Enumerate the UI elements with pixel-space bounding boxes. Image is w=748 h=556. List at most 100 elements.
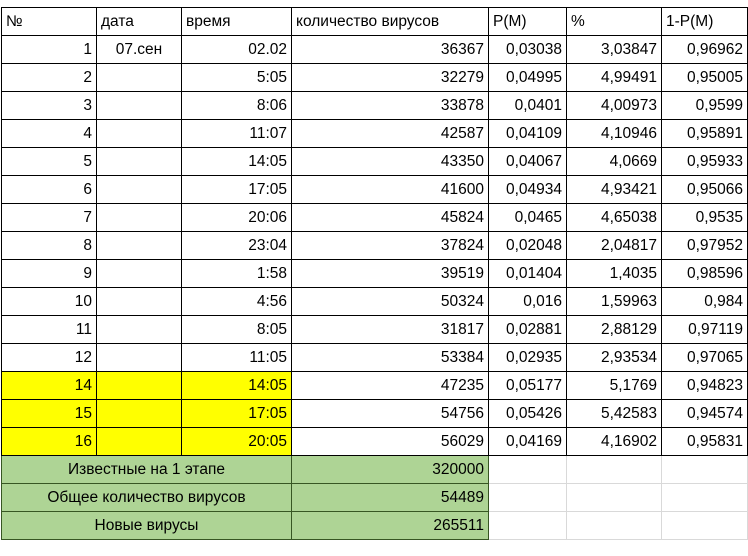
cell-pm[interactable]: 0,05177 — [488, 371, 567, 400]
summary-value[interactable]: 265511 — [291, 511, 489, 540]
cell-virus-count[interactable]: 43350 — [291, 147, 489, 176]
cell-pm[interactable]: 0,05426 — [488, 399, 567, 428]
empty-cell[interactable] — [488, 483, 567, 512]
cell-time[interactable]: 02.02 — [181, 35, 292, 64]
cell-date[interactable] — [96, 63, 182, 92]
cell-percent[interactable]: 2,93534 — [566, 343, 662, 372]
summary-label[interactable]: Новые вирусы — [1, 511, 292, 540]
cell-percent[interactable]: 4,10946 — [566, 119, 662, 148]
cell-virus-count[interactable]: 56029 — [291, 427, 489, 456]
cell-time[interactable]: 20:06 — [181, 203, 292, 232]
cell-one-minus-pm[interactable]: 0,9535 — [661, 203, 748, 232]
cell-time[interactable]: 17:05 — [181, 175, 292, 204]
cell-percent[interactable]: 4,93421 — [566, 175, 662, 204]
cell-percent[interactable]: 1,4035 — [566, 259, 662, 288]
cell-pm[interactable]: 0,02935 — [488, 343, 567, 372]
cell-one-minus-pm[interactable]: 0,95891 — [661, 119, 748, 148]
cell-virus-count[interactable]: 50324 — [291, 287, 489, 316]
cell-virus-count[interactable]: 42587 — [291, 119, 489, 148]
cell-number[interactable]: 11 — [1, 315, 97, 344]
cell-one-minus-pm[interactable]: 0,94574 — [661, 399, 748, 428]
summary-label[interactable]: Известные на 1 этапе — [1, 455, 292, 484]
cell-virus-count[interactable]: 39519 — [291, 259, 489, 288]
empty-cell[interactable] — [661, 483, 748, 512]
cell-number[interactable]: 15 — [1, 399, 97, 428]
cell-number[interactable]: 12 — [1, 343, 97, 372]
cell-time[interactable]: 17:05 — [181, 399, 292, 428]
cell-pm[interactable]: 0,04109 — [488, 119, 567, 148]
cell-number[interactable]: 5 — [1, 147, 97, 176]
cell-pm[interactable]: 0,04995 — [488, 63, 567, 92]
cell-date[interactable] — [96, 147, 182, 176]
cell-percent[interactable]: 1,59963 — [566, 287, 662, 316]
cell-number[interactable]: 8 — [1, 231, 97, 260]
cell-percent[interactable]: 4,99491 — [566, 63, 662, 92]
cell-virus-count[interactable]: 33878 — [291, 91, 489, 120]
cell-one-minus-pm[interactable]: 0,95831 — [661, 427, 748, 456]
cell-date[interactable] — [96, 371, 182, 400]
summary-label[interactable]: Общее количество вирусов — [1, 483, 292, 512]
cell-date[interactable] — [96, 399, 182, 428]
cell-one-minus-pm[interactable]: 0,95005 — [661, 63, 748, 92]
cell-date[interactable] — [96, 91, 182, 120]
cell-pm[interactable]: 0,02048 — [488, 231, 567, 260]
cell-one-minus-pm[interactable]: 0,97119 — [661, 315, 748, 344]
cell-one-minus-pm[interactable]: 0,94823 — [661, 371, 748, 400]
cell-time[interactable]: 11:07 — [181, 119, 292, 148]
cell-number[interactable]: 2 — [1, 63, 97, 92]
cell-number[interactable]: 6 — [1, 175, 97, 204]
cell-time[interactable]: 1:58 — [181, 259, 292, 288]
cell-date[interactable] — [96, 259, 182, 288]
cell-date[interactable] — [96, 427, 182, 456]
cell-percent[interactable]: 4,0669 — [566, 147, 662, 176]
cell-pm[interactable]: 0,04169 — [488, 427, 567, 456]
cell-percent[interactable]: 5,42583 — [566, 399, 662, 428]
cell-pm[interactable]: 0,016 — [488, 287, 567, 316]
cell-percent[interactable]: 3,03847 — [566, 35, 662, 64]
cell-pm[interactable]: 0,0401 — [488, 91, 567, 120]
cell-virus-count[interactable]: 37824 — [291, 231, 489, 260]
cell-number[interactable]: 7 — [1, 203, 97, 232]
cell-percent[interactable]: 2,88129 — [566, 315, 662, 344]
cell-date[interactable] — [96, 343, 182, 372]
cell-pm[interactable]: 0,01404 — [488, 259, 567, 288]
empty-cell[interactable] — [566, 511, 662, 540]
cell-number[interactable]: 3 — [1, 91, 97, 120]
empty-cell[interactable] — [488, 455, 567, 484]
cell-percent[interactable]: 4,16902 — [566, 427, 662, 456]
cell-pm[interactable]: 0,03038 — [488, 35, 567, 64]
cell-one-minus-pm[interactable]: 0,9599 — [661, 91, 748, 120]
cell-virus-count[interactable]: 53384 — [291, 343, 489, 372]
cell-number[interactable]: 4 — [1, 119, 97, 148]
cell-virus-count[interactable]: 47235 — [291, 371, 489, 400]
cell-percent[interactable]: 4,65038 — [566, 203, 662, 232]
cell-one-minus-pm[interactable]: 0,98596 — [661, 259, 748, 288]
summary-value[interactable]: 320000 — [291, 455, 489, 484]
cell-date[interactable]: 07.сен — [96, 35, 182, 64]
empty-cell[interactable] — [661, 511, 748, 540]
cell-date[interactable] — [96, 287, 182, 316]
cell-date[interactable] — [96, 119, 182, 148]
cell-one-minus-pm[interactable]: 0,95066 — [661, 175, 748, 204]
cell-date[interactable] — [96, 231, 182, 260]
cell-date[interactable] — [96, 203, 182, 232]
cell-one-minus-pm[interactable]: 0,95933 — [661, 147, 748, 176]
cell-one-minus-pm[interactable]: 0,96962 — [661, 35, 748, 64]
cell-number[interactable]: 16 — [1, 427, 97, 456]
cell-virus-count[interactable]: 45824 — [291, 203, 489, 232]
cell-time[interactable]: 14:05 — [181, 371, 292, 400]
cell-number[interactable]: 9 — [1, 259, 97, 288]
empty-cell[interactable] — [566, 455, 662, 484]
cell-time[interactable]: 20:05 — [181, 427, 292, 456]
cell-virus-count[interactable]: 41600 — [291, 175, 489, 204]
empty-cell[interactable] — [488, 511, 567, 540]
cell-number[interactable]: 1 — [1, 35, 97, 64]
cell-virus-count[interactable]: 31817 — [291, 315, 489, 344]
cell-one-minus-pm[interactable]: 0,97952 — [661, 231, 748, 260]
summary-value[interactable]: 54489 — [291, 483, 489, 512]
cell-date[interactable] — [96, 175, 182, 204]
cell-percent[interactable]: 5,1769 — [566, 371, 662, 400]
cell-time[interactable]: 5:05 — [181, 63, 292, 92]
cell-pm[interactable]: 0,04934 — [488, 175, 567, 204]
cell-pm[interactable]: 0,0465 — [488, 203, 567, 232]
